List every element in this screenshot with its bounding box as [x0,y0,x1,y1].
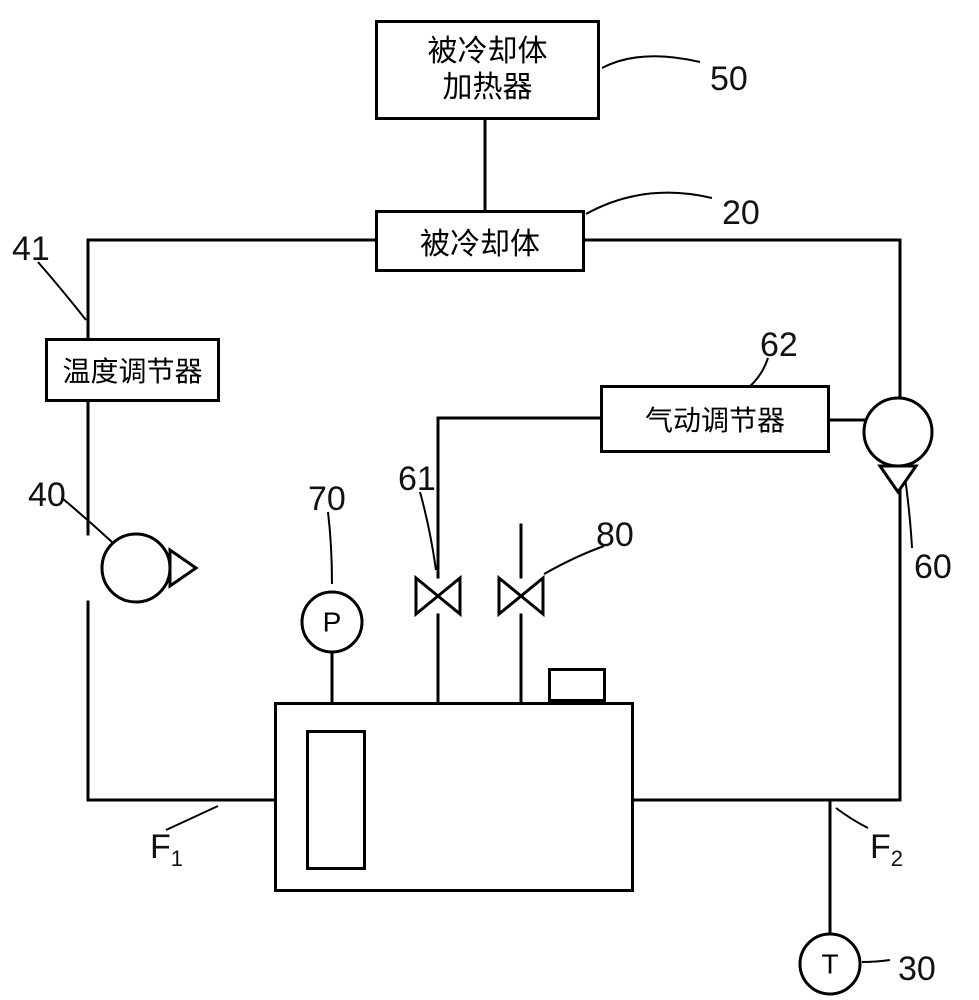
cooled-body-label: 被冷却体 [420,219,540,263]
ref-80: 80 [596,516,634,555]
svg-text:P: P [323,607,342,638]
ref-62: 62 [760,326,798,365]
temp-reg-label: 温度调节器 [62,350,202,390]
ref-F2: F2 [870,828,903,872]
ref-F1: F1 [150,828,183,872]
svg-text:T: T [821,949,838,980]
ref-70: 70 [308,480,346,519]
temperature-regulator-block: 温度调节器 [45,338,220,402]
ref-41: 41 [12,230,50,269]
heater-block: 被冷却体 加热器 [375,20,600,120]
tank-port [548,668,606,702]
heater-label-2: 加热器 [428,70,548,106]
diagram-canvas: P T 被冷却体 加热器 被冷却体 温度调节器 气动调节器 20 30 40 41 50 6… [0,0,979,1000]
cooled-body-block: 被冷却体 [375,210,585,272]
ref-30: 30 [898,950,936,989]
ref-20: 20 [722,194,760,233]
pneumatic-regulator-block: 气动调节器 [600,385,830,453]
ref-61: 61 [398,460,436,499]
pneum-reg-label: 气动调节器 [645,399,785,439]
ref-40: 40 [28,476,66,515]
ref-60: 60 [914,548,952,587]
heater-label-1: 被冷却体 [428,34,548,70]
ref-50: 50 [710,60,748,99]
tank-sight-glass [306,730,366,870]
